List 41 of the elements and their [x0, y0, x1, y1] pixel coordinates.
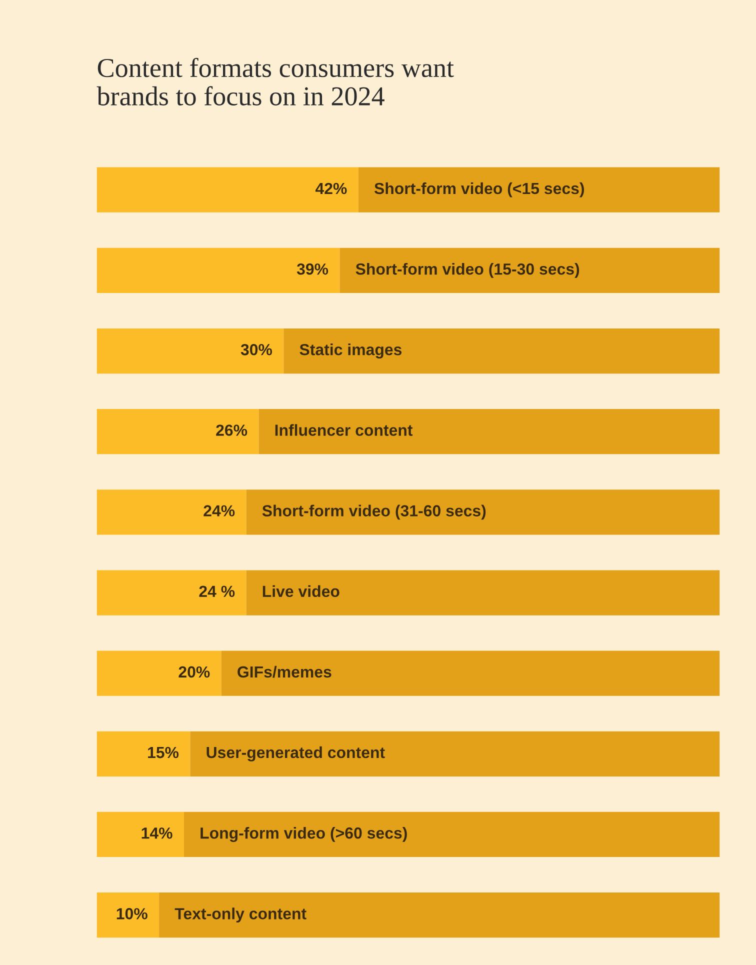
bar [190, 731, 720, 776]
bar [221, 650, 720, 696]
bar [284, 328, 720, 374]
bar [96, 490, 246, 535]
data-label: 26% [216, 424, 248, 436]
bar [96, 167, 358, 212]
y-tick-label: Text-only content [174, 908, 306, 923]
bar [96, 892, 160, 938]
bar [96, 248, 340, 294]
bar [246, 570, 720, 616]
y-tick-label: GIFs/memes [238, 666, 332, 678]
bar [159, 892, 720, 938]
y-tick-label: Short-form video (31-60 secs) [262, 504, 486, 520]
bar [96, 328, 284, 374]
data-label: 10% [116, 908, 148, 920]
bar [258, 409, 720, 454]
bar [96, 409, 259, 454]
y-tick-label: Influencer content [275, 424, 413, 436]
data-label: 30% [240, 344, 272, 356]
y-tick-label: Short-form video (15-30 secs) [356, 262, 580, 278]
chart-title: Content formats consumers want brands to focus on in 2024 [96, 58, 454, 106]
y-tick-label: Long-form video (>60 secs) [200, 827, 407, 842]
bar [358, 167, 720, 212]
data-label: 24 % [199, 586, 235, 598]
bar [96, 650, 222, 696]
data-label: 20% [178, 666, 210, 678]
data-label: 24% [204, 505, 235, 516]
y-tick-label: Short-form video (<15 secs) [374, 182, 584, 198]
y-tick-label: Live video [262, 585, 340, 598]
bar [184, 812, 720, 858]
bar [96, 812, 184, 858]
bar [246, 490, 720, 535]
y-tick-label: Static images [300, 344, 402, 358]
bar [96, 731, 190, 776]
data-label: 14% [142, 828, 172, 839]
data-label: 15% [148, 746, 179, 758]
y-tick-label: User-generated content [206, 746, 385, 762]
data-label: 42% [315, 182, 347, 194]
bar [340, 248, 720, 294]
bar [96, 570, 246, 616]
data-label: 39% [296, 263, 328, 275]
